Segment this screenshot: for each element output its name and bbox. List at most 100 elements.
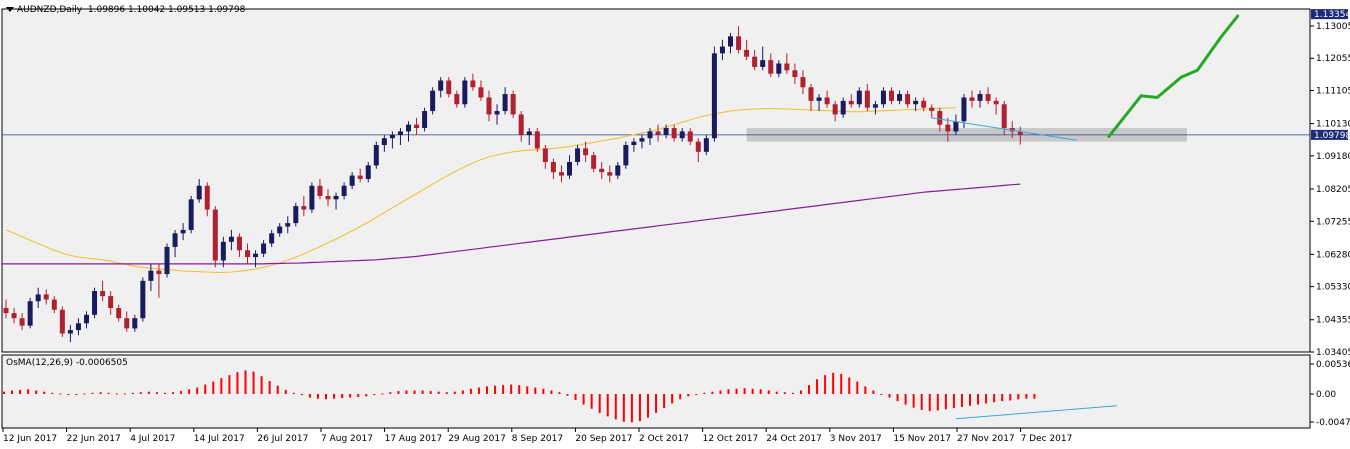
candle[interactable]: [406, 121, 411, 142]
candle[interactable]: [776, 60, 782, 78]
candle[interactable]: [913, 97, 919, 112]
candle[interactable]: [11, 308, 17, 324]
candle[interactable]: [711, 46, 717, 142]
candle[interactable]: [631, 138, 637, 152]
candle[interactable]: [671, 124, 677, 142]
candle[interactable]: [148, 263, 154, 292]
price-panel[interactable]: [1, 8, 1311, 353]
candle[interactable]: [180, 223, 186, 241]
candle[interactable]: [880, 87, 886, 108]
candle[interactable]: [349, 172, 355, 190]
candle[interactable]: [341, 182, 347, 200]
candle[interactable]: [1017, 126, 1023, 145]
candle[interactable]: [196, 178, 202, 203]
candle[interactable]: [864, 83, 870, 112]
candle[interactable]: [615, 161, 621, 179]
candle[interactable]: [607, 165, 613, 183]
candle[interactable]: [67, 325, 73, 342]
candle[interactable]: [285, 216, 291, 234]
candle[interactable]: [558, 165, 564, 183]
candle[interactable]: [639, 134, 645, 149]
candle[interactable]: [373, 141, 379, 169]
candle[interactable]: [100, 280, 106, 302]
candle[interactable]: [872, 100, 878, 115]
candle[interactable]: [140, 277, 146, 322]
candle[interactable]: [921, 97, 927, 112]
candle[interactable]: [736, 26, 742, 54]
candle[interactable]: [719, 39, 725, 61]
candle[interactable]: [381, 134, 387, 152]
candle[interactable]: [575, 145, 581, 166]
candle[interactable]: [156, 263, 162, 298]
candle[interactable]: [832, 100, 838, 122]
candle[interactable]: [953, 114, 959, 135]
candle[interactable]: [188, 195, 194, 234]
candle[interactable]: [365, 161, 371, 183]
candle[interactable]: [422, 107, 428, 132]
candle[interactable]: [478, 80, 484, 101]
candle[interactable]: [969, 90, 975, 108]
candle[interactable]: [486, 90, 492, 122]
candle[interactable]: [245, 243, 250, 264]
candle[interactable]: [389, 131, 395, 149]
candle[interactable]: [357, 168, 363, 183]
candle[interactable]: [220, 236, 226, 268]
candle[interactable]: [164, 243, 170, 278]
candle[interactable]: [430, 87, 436, 115]
candle[interactable]: [59, 306, 65, 337]
candle[interactable]: [446, 77, 452, 98]
candle[interactable]: [977, 90, 983, 108]
candle[interactable]: [760, 46, 766, 71]
candle[interactable]: [784, 53, 790, 74]
candle[interactable]: [212, 206, 218, 268]
candle[interactable]: [583, 141, 589, 162]
candle[interactable]: [172, 229, 178, 258]
candle[interactable]: [945, 117, 951, 142]
candle[interactable]: [695, 138, 701, 162]
candle[interactable]: [116, 304, 122, 322]
candle[interactable]: [663, 124, 669, 139]
candle[interactable]: [51, 296, 57, 314]
candle[interactable]: [228, 229, 234, 251]
candle[interactable]: [905, 90, 911, 108]
candle[interactable]: [454, 90, 460, 108]
candle[interactable]: [744, 39, 750, 61]
candle[interactable]: [889, 87, 894, 105]
candle[interactable]: [897, 90, 903, 105]
candle[interactable]: [510, 90, 516, 118]
candle[interactable]: [816, 94, 822, 112]
candle[interactable]: [132, 314, 138, 332]
candle[interactable]: [687, 128, 693, 146]
candle[interactable]: [703, 134, 709, 156]
candle[interactable]: [985, 87, 991, 105]
candle[interactable]: [856, 87, 862, 108]
candle[interactable]: [19, 313, 25, 331]
candle[interactable]: [75, 318, 81, 336]
candle[interactable]: [124, 311, 130, 332]
candle[interactable]: [293, 202, 299, 227]
candle[interactable]: [397, 128, 403, 146]
candle[interactable]: [438, 77, 444, 98]
candle[interactable]: [526, 128, 532, 146]
candle[interactable]: [277, 223, 283, 237]
candle[interactable]: [470, 73, 476, 91]
candle[interactable]: [309, 182, 315, 213]
candle[interactable]: [317, 178, 323, 200]
candle[interactable]: [43, 289, 49, 305]
candle[interactable]: [848, 94, 854, 108]
candle[interactable]: [824, 90, 830, 108]
candle[interactable]: [518, 111, 524, 142]
candle[interactable]: [993, 97, 999, 115]
candle[interactable]: [494, 104, 500, 125]
candle[interactable]: [204, 182, 210, 217]
candle[interactable]: [261, 240, 267, 258]
osma-panel[interactable]: [1, 354, 1311, 429]
candle[interactable]: [27, 297, 33, 329]
candle[interactable]: [502, 87, 508, 115]
candle[interactable]: [236, 233, 242, 258]
candle[interactable]: [929, 104, 935, 118]
candle[interactable]: [800, 70, 806, 95]
candle[interactable]: [792, 63, 798, 84]
candle[interactable]: [679, 128, 685, 142]
